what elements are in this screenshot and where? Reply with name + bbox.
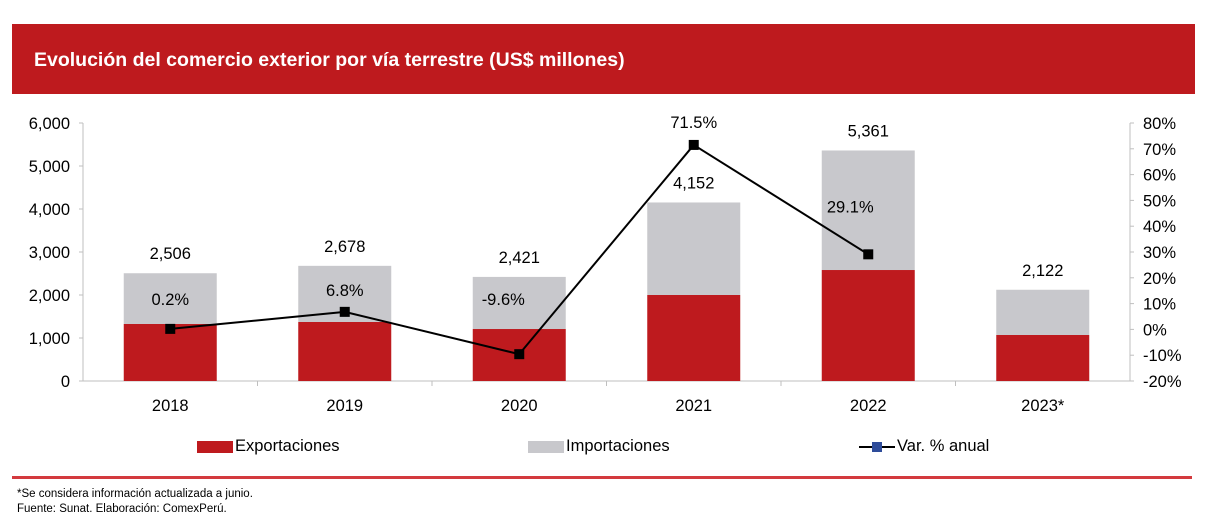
footer-rule <box>12 476 1192 479</box>
x-tick-label: 2022 <box>850 397 887 415</box>
x-tick-label: 2023* <box>1021 397 1065 415</box>
line-segment <box>170 310 345 330</box>
x-tick-label: 2018 <box>152 397 189 415</box>
y-right-tick-label: 50% <box>1143 192 1176 210</box>
legend-item-var: Var. % anual <box>858 437 989 456</box>
y-right-tick-label: 80% <box>1143 115 1176 133</box>
bar-exports <box>298 322 392 381</box>
bar-imports <box>647 202 741 295</box>
legend-item-exports: Exportaciones <box>197 437 340 456</box>
var-label: 71.5% <box>670 114 717 132</box>
line-segment <box>693 144 869 256</box>
total-label: 4,152 <box>673 174 714 192</box>
x-tick-label: 2019 <box>326 397 363 415</box>
y-right-tick-label: 40% <box>1143 218 1176 236</box>
y-left-tick-label: 4,000 <box>29 201 70 219</box>
line-segment <box>344 310 520 356</box>
legend-label-var: Var. % anual <box>897 437 990 455</box>
y-left-tick-label: 1,000 <box>29 330 70 348</box>
imports-swatch-icon <box>528 440 564 453</box>
line-segment <box>518 144 695 355</box>
line-marker <box>165 323 176 334</box>
y-right-tick-label: 60% <box>1143 167 1176 185</box>
legend-label-imports: Importaciones <box>566 437 670 455</box>
y-left-tick-label: 6,000 <box>29 115 70 133</box>
y-right-tick-label: 70% <box>1143 141 1176 159</box>
x-tick-label: 2020 <box>501 397 538 415</box>
footnote-source: Fuente: Sunat. Elaboración: ComexPerú. <box>17 503 227 515</box>
line-marker-icon <box>859 441 895 452</box>
bar-imports <box>472 276 566 330</box>
y-right-tick-label: -20% <box>1143 373 1182 391</box>
x-tick-label: 2021 <box>675 397 712 415</box>
y-right-tick-label: 0% <box>1143 321 1167 339</box>
line-marker <box>863 249 874 260</box>
y-left-tick-label: 3,000 <box>29 244 70 262</box>
var-label: 6.8% <box>326 282 364 300</box>
legend-label-exports: Exportaciones <box>235 437 340 455</box>
bar-imports <box>123 273 217 324</box>
chart-title: Evolución del comercio exterior por vía … <box>34 49 625 71</box>
total-label: 2,506 <box>150 245 191 263</box>
total-label: 2,678 <box>324 238 365 256</box>
bar-imports <box>996 289 1090 335</box>
y-left-tick-label: 0 <box>61 373 70 391</box>
total-label: 5,361 <box>848 122 889 140</box>
legend-item-imports: Importaciones <box>528 437 670 456</box>
bar-exports <box>647 295 741 381</box>
y-right-tick-label: 30% <box>1143 244 1176 262</box>
line-marker <box>514 349 525 360</box>
y-left-tick-label: 2,000 <box>29 287 70 305</box>
bar-exports <box>821 270 915 381</box>
line-marker <box>339 306 350 317</box>
total-label: 2,421 <box>499 249 540 267</box>
footnote-note: *Se considera información actualizada a … <box>17 488 253 500</box>
exports-swatch-icon <box>197 440 233 453</box>
var-label: 29.1% <box>827 198 874 216</box>
y-right-tick-label: 10% <box>1143 296 1176 314</box>
var-label: -9.6% <box>482 291 525 309</box>
y-right-tick-label: -10% <box>1143 347 1182 365</box>
total-label: 2,122 <box>1022 262 1063 280</box>
y-right-tick-label: 20% <box>1143 270 1176 288</box>
y-left-tick-label: 5,000 <box>29 158 70 176</box>
title-bar: Evolución del comercio exterior por vía … <box>12 24 1195 94</box>
var-label: 0.2% <box>151 291 189 309</box>
bar-exports <box>996 334 1090 381</box>
line-marker <box>688 139 699 150</box>
